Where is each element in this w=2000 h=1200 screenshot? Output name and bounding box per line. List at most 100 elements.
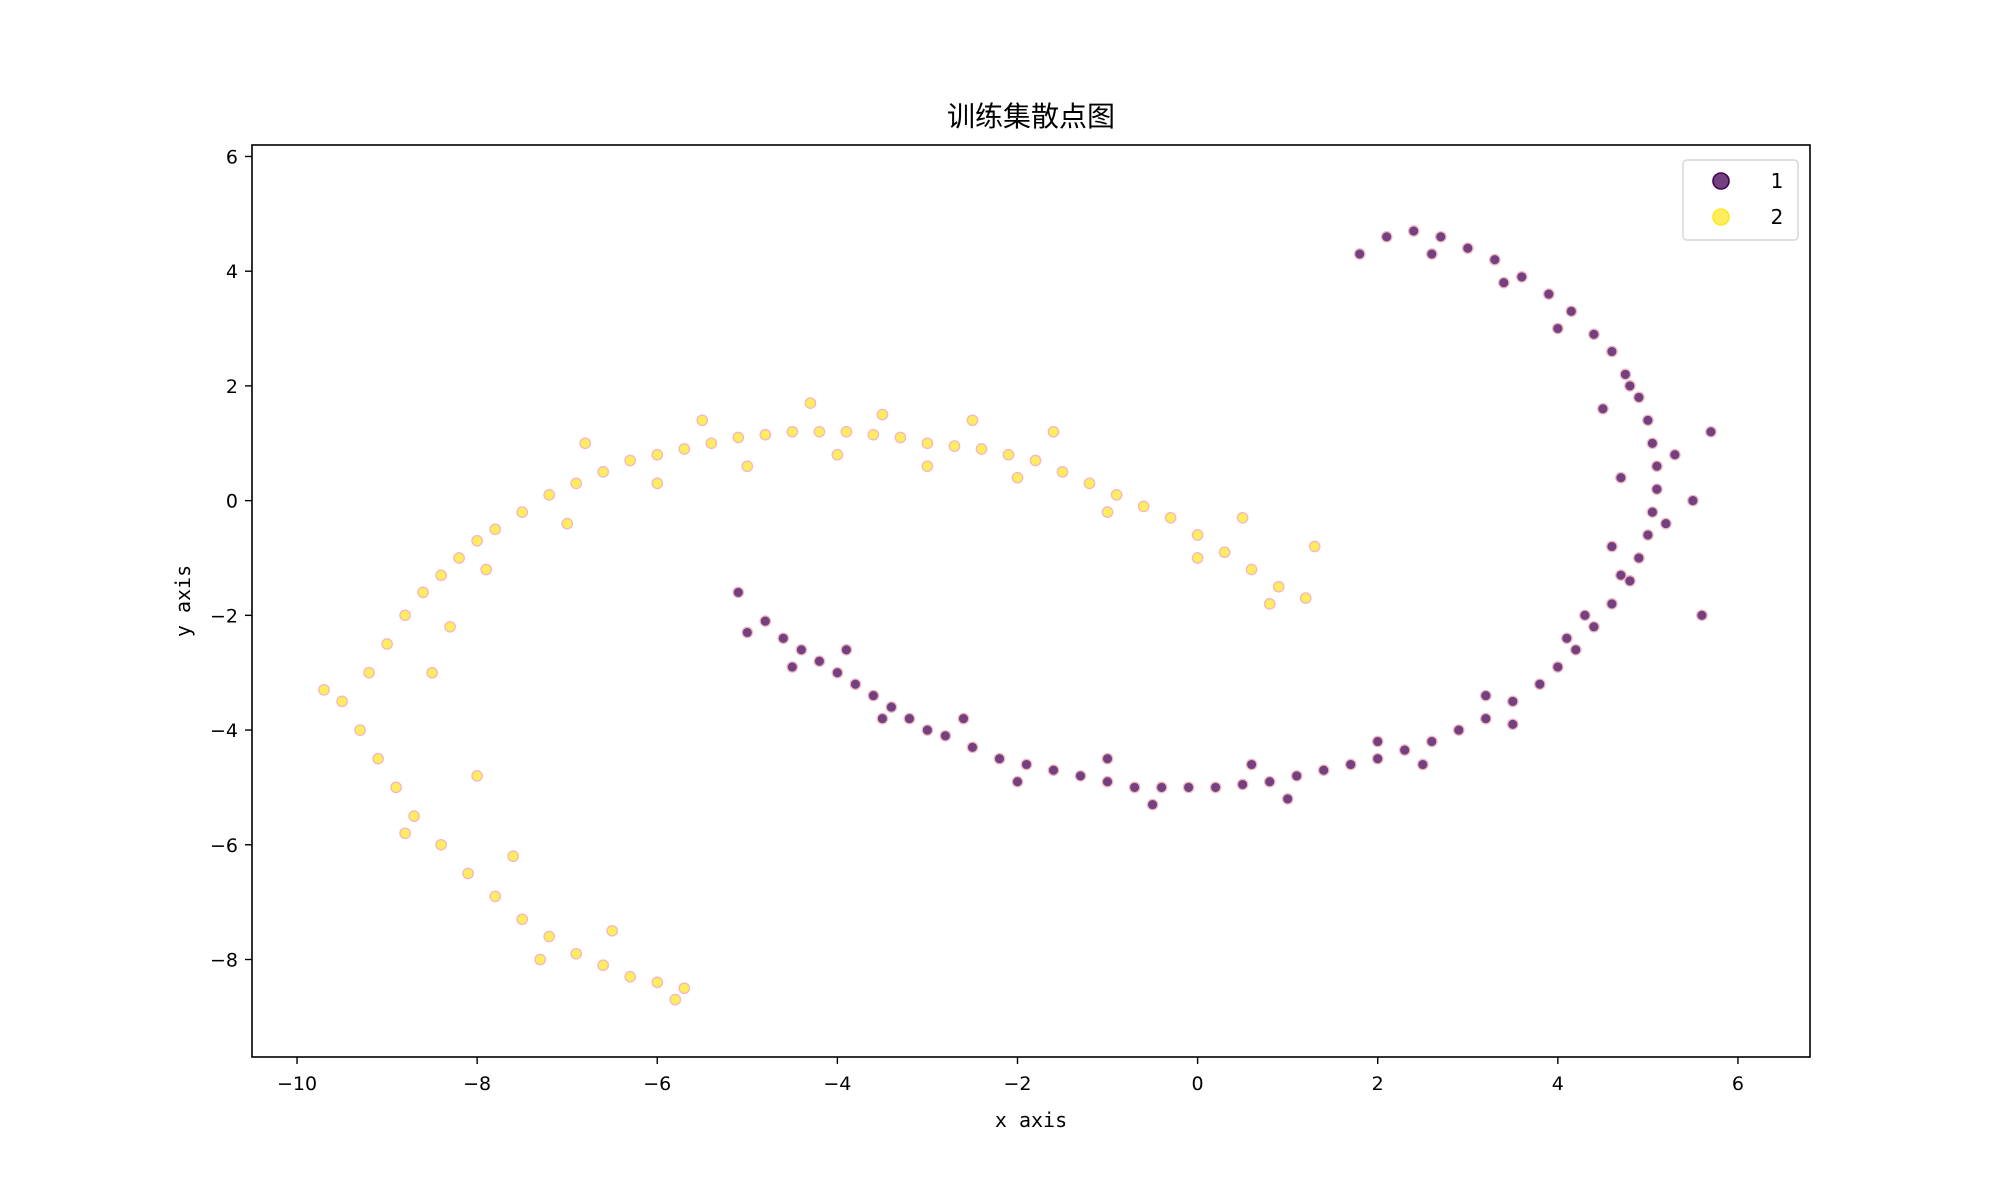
x-axis-label: x axis: [995, 1108, 1067, 1132]
scatter-point-series-1: [1371, 735, 1384, 748]
legend-marker-series-2: [1712, 208, 1730, 226]
scatter-point-series-1: [1606, 345, 1618, 358]
scatter-point-series-2: [570, 477, 583, 490]
scatter-point-series-2: [507, 850, 520, 863]
scatter-point-series-2: [1308, 540, 1321, 553]
scatter-point-series-1: [1687, 494, 1699, 507]
y-axis: −8 −6 −4 −2 0 2 4 6: [210, 146, 252, 971]
scatter-point-series-1: [993, 752, 1006, 765]
scatter-point-series-1: [1344, 758, 1357, 771]
scatter-point-series-1: [1452, 724, 1465, 736]
y-tick-label: −2: [210, 605, 238, 627]
scatter-point-series-1: [1281, 793, 1294, 805]
scatter-point-series-2: [1002, 448, 1015, 461]
scatter-point-series-1: [1646, 506, 1659, 518]
scatter-point-series-1: [876, 712, 889, 725]
scatter-point-series-1: [1533, 678, 1546, 691]
plot-area: [251, 144, 1811, 1058]
scatter-point-series-2: [1245, 563, 1258, 576]
scatter-point-series-2: [1263, 598, 1276, 610]
scatter-point-series-2: [759, 428, 772, 441]
x-tick-label: −8: [463, 1073, 491, 1095]
scatter-point-series-1: [1633, 391, 1645, 404]
scatter-point-series-1: [957, 712, 970, 725]
scatter-point-series-1: [1619, 368, 1632, 381]
scatter-point-series-2: [876, 408, 889, 421]
scatter-point-series-1: [1182, 781, 1195, 794]
scatter-point-series-1: [1615, 471, 1627, 484]
scatter-point-series-2: [1083, 477, 1096, 490]
scatter-point-series-2: [786, 425, 799, 438]
x-axis: −10 −8 −6 −4 −2 0 2 4 6: [277, 1057, 1744, 1095]
scatter-point-series-1: [1416, 758, 1429, 771]
scatter-point-series-2: [831, 448, 844, 461]
x-tick-label: 2: [1372, 1073, 1384, 1095]
scatter-point-series-2: [1056, 466, 1069, 478]
scatter-point-series-2: [651, 448, 664, 461]
scatter-point-series-1: [1551, 661, 1564, 673]
x-tick-label: 4: [1552, 1073, 1564, 1095]
scatter-point-series-1: [921, 724, 934, 736]
scatter-point-series-2: [480, 563, 493, 576]
scatter-point-series-2: [804, 397, 817, 409]
y-tick-label: −6: [210, 835, 238, 857]
chart-title: 训练集散点图: [947, 100, 1115, 133]
scatter-point-series-2: [732, 431, 745, 444]
scatter-point-series-2: [489, 890, 502, 903]
scatter-point-series-1: [1646, 437, 1659, 450]
scatter-point-series-1: [759, 615, 772, 627]
scatter-point-series-1: [1542, 288, 1555, 300]
scatter-point-series-2: [867, 428, 880, 441]
legend-marker-series-1: [1712, 172, 1730, 190]
scatter-point-series-1: [1074, 770, 1087, 782]
scatter-point-series-2: [1218, 546, 1231, 559]
scatter-point-series-1: [1155, 781, 1168, 794]
x-tick-label: 6: [1732, 1073, 1744, 1095]
scatter-point-series-2: [624, 970, 637, 983]
scatter-point-series-1: [1479, 689, 1492, 702]
scatter-point-series-2: [678, 443, 691, 455]
scatter-point-series-2: [1164, 511, 1177, 524]
scatter-point-series-1: [786, 661, 799, 673]
scatter-point-series-2: [579, 437, 592, 450]
scatter-point-series-1: [1047, 764, 1060, 777]
scatter-point-series-1: [1560, 632, 1573, 645]
scatter-point-series-2: [741, 460, 754, 473]
y-tick-label: 2: [226, 376, 238, 398]
scatter-point-series-2: [1272, 580, 1285, 593]
scatter-point-series-2: [921, 437, 934, 450]
scatter-point-series-1: [1515, 271, 1528, 283]
scatter-point-series-2: [570, 947, 583, 960]
x-tick-label: 0: [1192, 1073, 1204, 1095]
scatter-point-series-1: [1317, 764, 1330, 777]
scatter-point-series-1: [1425, 248, 1438, 260]
scatter-point-series-1: [1669, 448, 1681, 461]
scatter-point-series-1: [1588, 620, 1600, 633]
scatter-point-series-2: [921, 460, 934, 473]
scatter-point-series-2: [516, 506, 529, 518]
scatter-point-series-1: [1020, 758, 1033, 771]
scatter-point-series-2: [381, 638, 393, 650]
scatter-point-series-1: [1209, 781, 1222, 794]
scatter-point-series-1: [1101, 775, 1114, 788]
scatter-point-series-1: [903, 712, 916, 725]
scatter-point-series-1: [1425, 735, 1438, 748]
scatter-point-series-1: [1606, 540, 1618, 553]
scatter-point-series-2: [336, 695, 348, 708]
scatter-point-series-1: [867, 689, 880, 702]
scatter-point-series-2: [534, 953, 547, 966]
scatter-point-series-2: [444, 620, 456, 633]
scatter-point-series-1: [1128, 781, 1141, 794]
scatter-point-series-2: [363, 666, 375, 679]
legend-label-series-2: 2: [1771, 205, 1784, 229]
scatter-point-series-1: [1479, 712, 1492, 725]
scatter-point-series-1: [1615, 569, 1627, 582]
scatter-point-series-1: [1579, 609, 1591, 622]
scatter-point-series-2: [678, 982, 691, 995]
scatter-point-series-1: [1606, 598, 1618, 610]
y-tick-label: −8: [210, 949, 238, 971]
scatter-point-series-2: [561, 517, 574, 530]
scatter-point-series-2: [318, 684, 330, 696]
scatter-point-series-1: [1651, 483, 1663, 496]
scatter-point-series-1: [849, 678, 862, 691]
